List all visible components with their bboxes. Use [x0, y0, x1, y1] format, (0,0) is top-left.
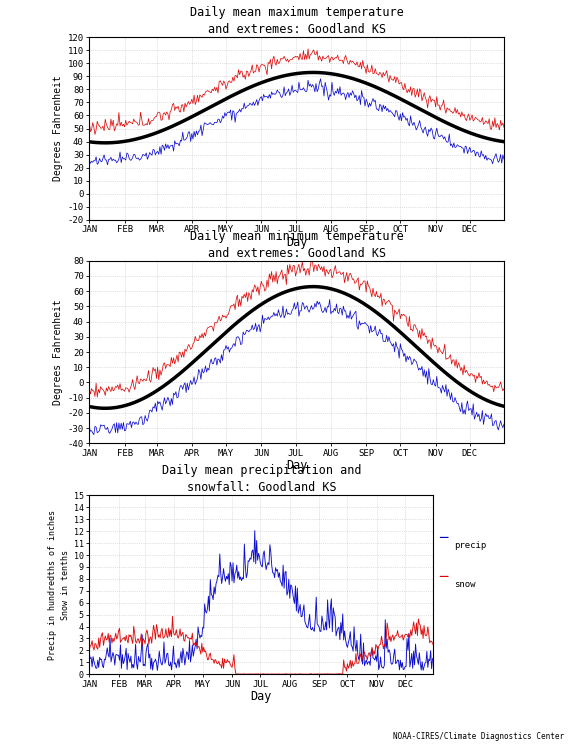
Text: ─: ─ [439, 531, 448, 545]
Text: NOAA-CIRES/Climate Diagnostics Center: NOAA-CIRES/Climate Diagnostics Center [393, 732, 564, 741]
Y-axis label: Degrees Fahrenheit: Degrees Fahrenheit [54, 76, 63, 181]
X-axis label: Day: Day [251, 690, 272, 703]
X-axis label: Day: Day [286, 235, 308, 249]
Text: snow: snow [454, 580, 475, 589]
Title: Daily mean maximum temperature
and extremes: Goodland KS: Daily mean maximum temperature and extre… [190, 6, 404, 36]
Title: Daily mean minimum temperature
and extremes: Goodland KS: Daily mean minimum temperature and extre… [190, 229, 404, 259]
Title: Daily mean precipitation and
snowfall: Goodland KS: Daily mean precipitation and snowfall: G… [162, 464, 361, 494]
Y-axis label: Precip in hundredths of inches
Snow in tenths: Precip in hundredths of inches Snow in t… [48, 510, 70, 660]
Y-axis label: Degrees Fahrenheit: Degrees Fahrenheit [54, 299, 63, 405]
Text: precip: precip [454, 541, 486, 550]
Text: ─: ─ [439, 571, 448, 584]
X-axis label: Day: Day [286, 459, 308, 472]
